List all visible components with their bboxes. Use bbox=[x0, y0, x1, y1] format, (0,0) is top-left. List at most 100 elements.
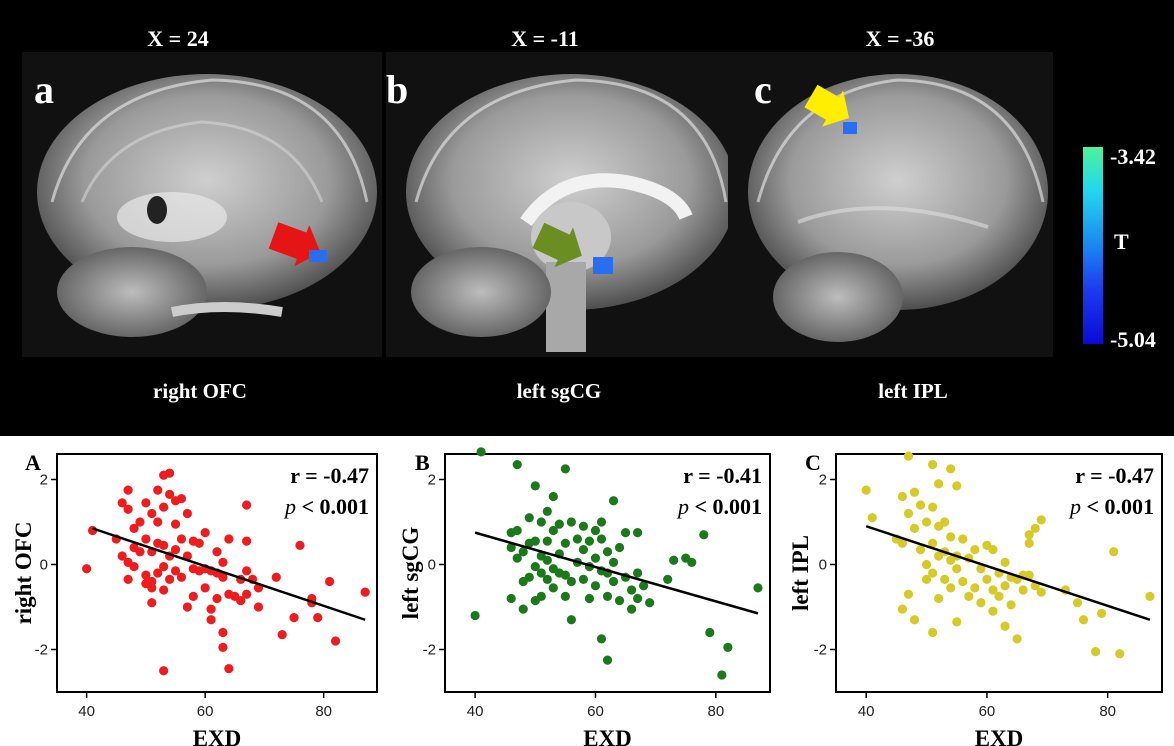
data-point bbox=[590, 525, 601, 536]
data-point bbox=[518, 604, 528, 614]
y-tick-label: -2 bbox=[35, 642, 48, 659]
plot-frame bbox=[56, 453, 378, 693]
data-point bbox=[194, 538, 204, 548]
scatter-chart-c: 40 60 80 -2 0 2 r = -0.47 p < 0.001 C EXD left IPL bbox=[788, 450, 1163, 746]
data-point bbox=[645, 598, 655, 608]
data-point bbox=[506, 542, 516, 553]
data-point bbox=[141, 498, 151, 508]
x-tick-label: 80 bbox=[707, 703, 724, 720]
y-tick-label: 2 bbox=[40, 472, 48, 489]
data-point bbox=[536, 517, 546, 527]
data-point bbox=[147, 598, 157, 608]
data-point bbox=[1030, 523, 1040, 533]
p-value: < 0.001 bbox=[1081, 494, 1154, 519]
data-point bbox=[940, 517, 950, 527]
scatter-chart-b: 40 60 80 -2 0 2 r = -0.41 p < 0.001 B EXD left sgC… bbox=[398, 447, 771, 746]
data-point bbox=[608, 576, 619, 587]
data-point bbox=[82, 564, 92, 574]
data-point bbox=[129, 523, 139, 533]
correlation-p: p < 0.001 bbox=[676, 494, 762, 519]
plot-frame bbox=[835, 453, 1163, 693]
data-point bbox=[982, 574, 992, 584]
data-point bbox=[360, 587, 370, 597]
data-point bbox=[988, 545, 998, 555]
regression-line bbox=[92, 527, 366, 621]
panel-letter-c: c bbox=[754, 67, 772, 112]
data-point bbox=[159, 585, 169, 595]
data-point bbox=[159, 666, 169, 676]
data-point bbox=[182, 602, 192, 612]
x-tick-label: 80 bbox=[315, 703, 332, 720]
data-point bbox=[506, 593, 516, 604]
data-point bbox=[271, 572, 281, 582]
correlation-r: r = -0.47 bbox=[290, 463, 369, 488]
data-point bbox=[542, 536, 552, 546]
data-point bbox=[915, 500, 926, 510]
x-axis-label: EXD bbox=[583, 726, 632, 746]
data-point bbox=[626, 604, 637, 614]
colorbar-title: T bbox=[1114, 229, 1129, 254]
data-point bbox=[1000, 581, 1010, 591]
data-point bbox=[159, 562, 169, 572]
data-point bbox=[295, 540, 305, 550]
data-point bbox=[934, 593, 944, 604]
data-point bbox=[921, 574, 932, 584]
data-point bbox=[903, 508, 914, 519]
data-point bbox=[976, 598, 986, 608]
data-point bbox=[566, 576, 576, 587]
data-point bbox=[200, 528, 210, 538]
data-point bbox=[1006, 600, 1016, 610]
data-point bbox=[536, 591, 546, 601]
data-point bbox=[200, 583, 210, 593]
data-point bbox=[970, 545, 980, 555]
y-tick-label: 0 bbox=[40, 557, 48, 574]
data-point bbox=[324, 576, 335, 587]
data-point bbox=[626, 585, 637, 595]
x-tick-label: 60 bbox=[197, 703, 214, 720]
data-point bbox=[524, 572, 534, 582]
data-point bbox=[218, 627, 228, 638]
data-point bbox=[277, 630, 287, 640]
data-point bbox=[542, 555, 552, 565]
data-point bbox=[218, 557, 228, 567]
brain-slice-c bbox=[728, 52, 1053, 357]
colorbar-min-label: -5.04 bbox=[1110, 327, 1156, 352]
data-point bbox=[602, 655, 613, 665]
data-point bbox=[952, 564, 962, 574]
correlation-p: p < 0.001 bbox=[1068, 494, 1154, 519]
slice-coordinate-a: X = 24 bbox=[147, 26, 209, 51]
data-point bbox=[548, 525, 558, 536]
p-value: < 0.001 bbox=[296, 494, 369, 519]
data-point bbox=[212, 547, 222, 557]
data-point bbox=[554, 519, 564, 529]
correlation-r: r = -0.41 bbox=[683, 463, 762, 488]
data-point bbox=[596, 634, 607, 644]
data-point bbox=[572, 534, 583, 544]
colorbar-max-label: -3.42 bbox=[1110, 144, 1156, 169]
data-point bbox=[1072, 598, 1083, 608]
data-point bbox=[1000, 557, 1010, 567]
data-point bbox=[566, 517, 576, 527]
x-tick-label: 40 bbox=[78, 703, 95, 720]
x-tick-label: 80 bbox=[1099, 703, 1116, 720]
region-label-b: left sgCG bbox=[516, 379, 602, 403]
data-point bbox=[614, 542, 625, 553]
x-tick-label: 60 bbox=[587, 703, 604, 720]
data-point bbox=[560, 591, 570, 601]
data-point bbox=[669, 555, 679, 565]
data-point bbox=[632, 568, 643, 578]
regression-line bbox=[474, 531, 759, 615]
y-tick-label: -2 bbox=[814, 642, 827, 659]
data-point bbox=[242, 536, 252, 546]
data-point bbox=[117, 551, 127, 561]
data-point bbox=[135, 547, 145, 557]
panel-label: A bbox=[25, 450, 41, 475]
data-point bbox=[663, 574, 673, 584]
panel-letter-a: a bbox=[34, 67, 54, 112]
data-point bbox=[620, 528, 631, 538]
data-point bbox=[602, 547, 613, 557]
data-point bbox=[560, 570, 570, 580]
data-point bbox=[153, 517, 163, 527]
data-point bbox=[927, 502, 938, 512]
correlation-p: p < 0.001 bbox=[283, 494, 369, 519]
